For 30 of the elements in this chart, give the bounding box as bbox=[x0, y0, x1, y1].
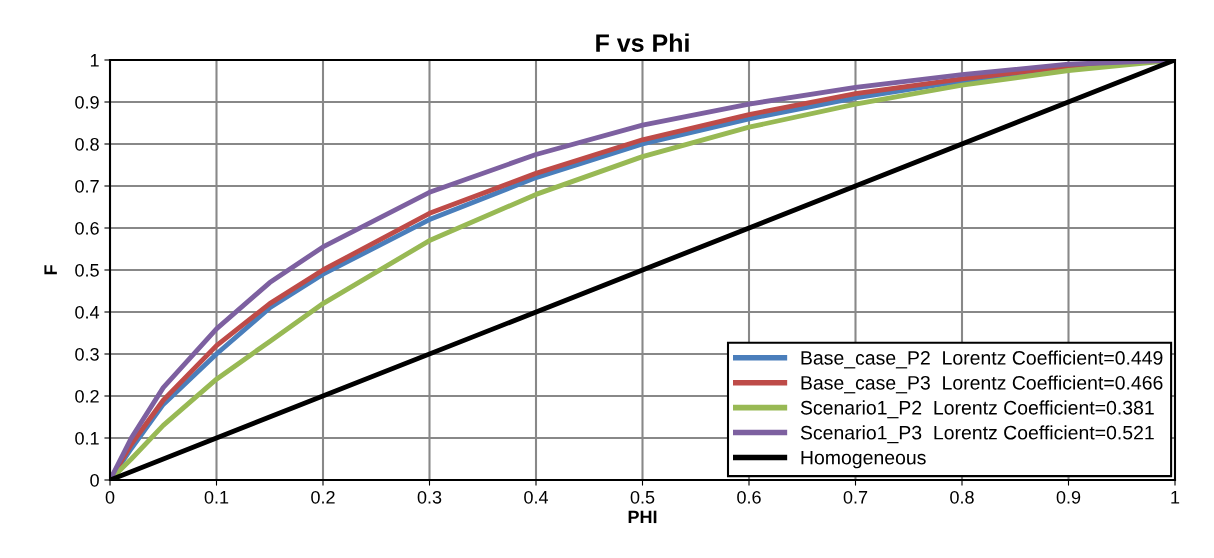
y-tick-label: 0.1 bbox=[75, 431, 99, 445]
y-tick-label: 0.4 bbox=[75, 305, 100, 319]
x-tick-label: 0.1 bbox=[204, 490, 229, 504]
y-tick-label: 0.5 bbox=[75, 263, 99, 277]
y-axis-title: F bbox=[44, 265, 57, 275]
x-tick-label: 1 bbox=[1171, 491, 1180, 504]
y-tick-label: 0.8 bbox=[75, 137, 99, 151]
x-tick-label: 0.3 bbox=[417, 490, 442, 504]
legend-label: Scenario1_P3 Lorentz Coefficient=0.521 bbox=[800, 425, 1154, 444]
x-tick-label: 0.9 bbox=[1056, 490, 1081, 504]
y-tick-label: 0.9 bbox=[75, 95, 99, 109]
x-tick-label: 0.5 bbox=[630, 490, 655, 504]
y-tick-label: 0 bbox=[90, 473, 99, 487]
chart-title: F vs Phi bbox=[596, 33, 689, 52]
legend-label: Scenario1_P2 Lorentz Coefficient=0.381 bbox=[800, 400, 1154, 419]
y-tick-label: 0.3 bbox=[75, 347, 99, 361]
legend-label: Base_case_P3 Lorentz Coefficient=0.466 bbox=[801, 375, 1163, 394]
x-tick-label: 0.7 bbox=[843, 490, 868, 504]
x-tick-label: 0.4 bbox=[524, 490, 549, 504]
y-tick-label: 1 bbox=[90, 54, 99, 67]
legend-label: Homogeneous bbox=[801, 450, 926, 469]
x-tick-label: 0.8 bbox=[950, 490, 974, 504]
x-tick-label: 0.6 bbox=[737, 490, 761, 504]
x-tick-label: 0.2 bbox=[311, 490, 335, 504]
x-tick-label: 0 bbox=[105, 490, 115, 504]
y-tick-label: 0.2 bbox=[75, 389, 99, 403]
legend-label: Base_case_P2 Lorentz Coefficient=0.449 bbox=[801, 350, 1163, 369]
x-axis-title: PHI bbox=[628, 510, 657, 524]
y-tick-label: 0.7 bbox=[75, 179, 99, 193]
y-tick-label: 0.6 bbox=[75, 221, 99, 235]
